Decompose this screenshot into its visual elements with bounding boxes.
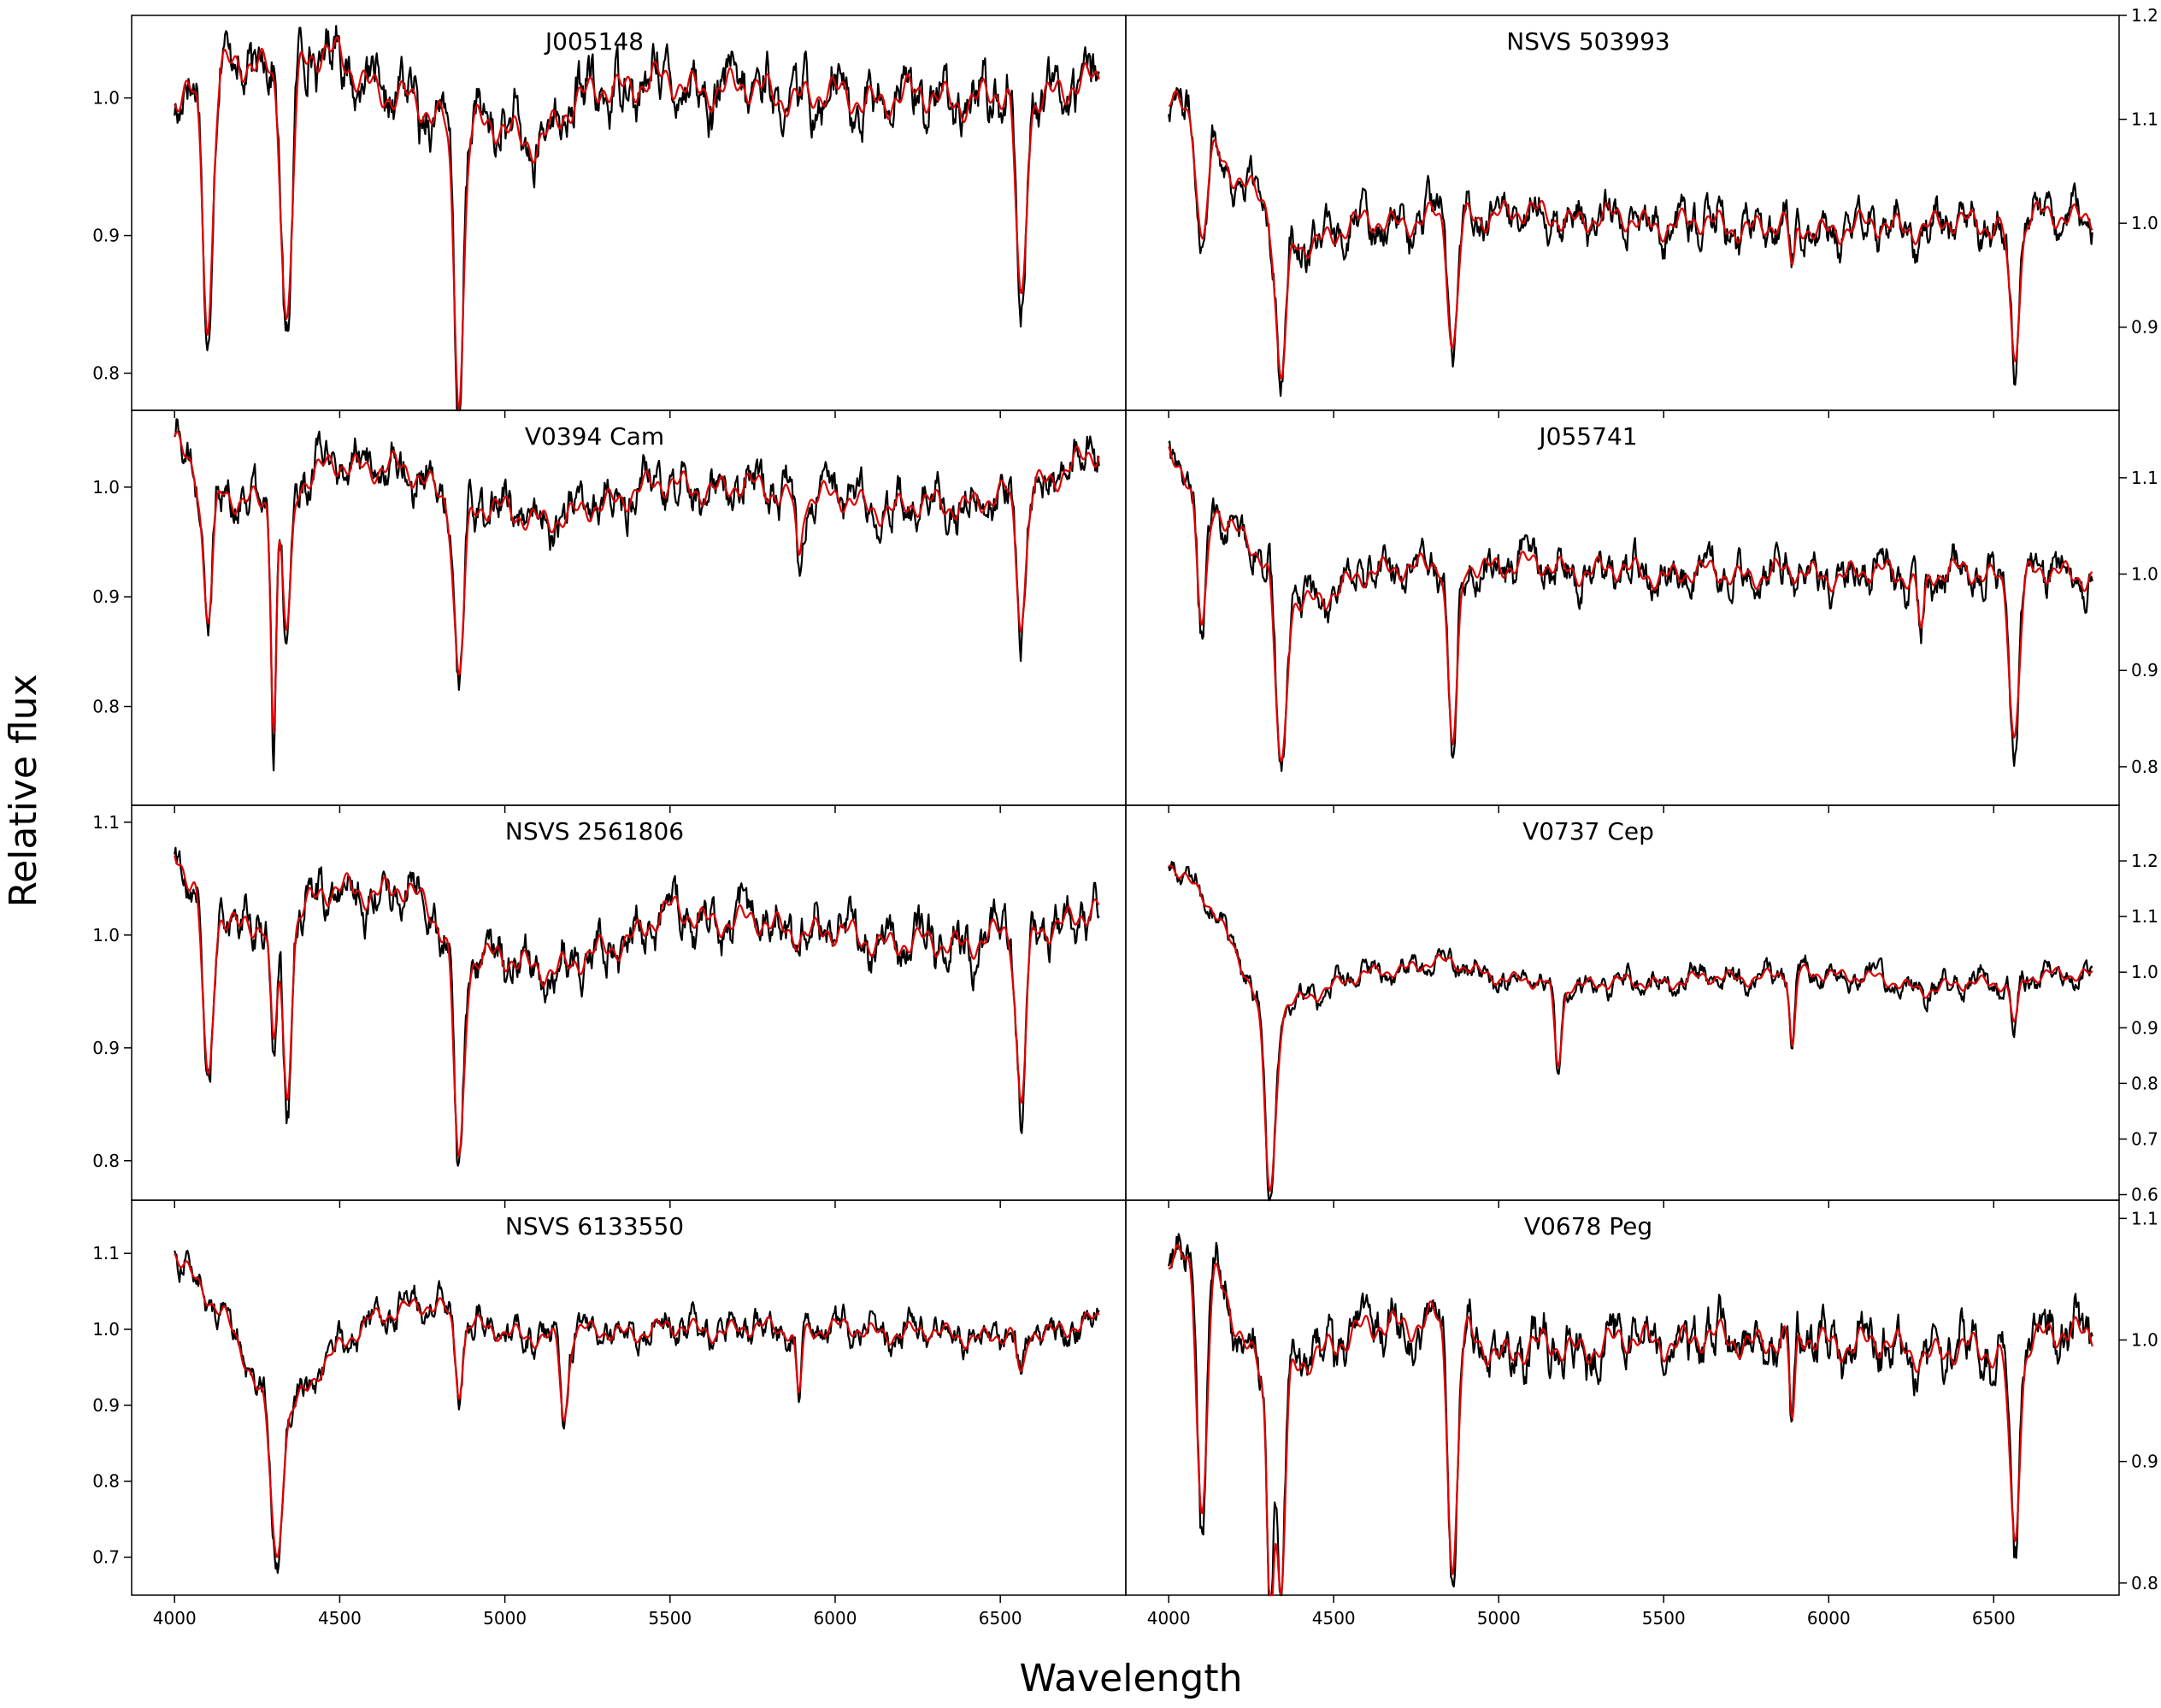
panel-title: NSVS 2561806: [505, 817, 684, 845]
y-tick-label: 0.9: [2131, 317, 2158, 338]
y-tick-label: 0.9: [2131, 1017, 2158, 1038]
y-tick-label: 1.2: [2131, 5, 2158, 26]
y-tick-label: 0.8: [92, 1151, 120, 1171]
y-tick-label: 1.1: [2131, 906, 2158, 927]
y-tick-label: 0.9: [92, 1395, 120, 1416]
y-tick-label: 1.0: [2131, 1329, 2158, 1350]
panel-frame: [131, 409, 1127, 806]
spectrum-panel: 0.8 0.9 1.0 V0394 Cam: [92, 409, 1127, 813]
x-tick-label: 5500: [1642, 1608, 1686, 1628]
y-tick-label: 0.9: [2131, 660, 2158, 680]
y-tick-label: 1.0: [92, 925, 120, 945]
model-spectrum-line: [174, 36, 1100, 410]
observed-spectrum-line: [174, 1249, 1100, 1574]
y-tick-label: 0.8: [92, 363, 120, 384]
x-tick-label: 4500: [1312, 1608, 1356, 1628]
spectrum-panel: 0.8 0.9 1.0 1.1 NSVS 2561806: [92, 804, 1127, 1208]
panel-title: NSVS 503993: [1506, 27, 1669, 56]
model-spectrum-line: [1168, 446, 2093, 763]
panel-title: V0737 Cep: [1522, 817, 1654, 845]
spectrum-panel: 0.8 0.9 1.0 1.1 J055741: [1125, 409, 2158, 813]
y-axis-label: Relative flux: [2, 674, 45, 907]
y-tick-label: 0.8: [2131, 757, 2158, 777]
model-spectrum-line: [1168, 1244, 2093, 1597]
observed-spectrum-line: [1168, 440, 2093, 772]
y-tick-label: 1.1: [2131, 1208, 2158, 1228]
x-tick-label: 6000: [1807, 1608, 1851, 1628]
y-tick-label: 0.8: [2131, 1573, 2158, 1593]
observed-spectrum-line: [1168, 1233, 2093, 1597]
y-tick-label: 1.1: [2131, 109, 2158, 130]
y-tick-label: 0.6: [2131, 1184, 2158, 1204]
y-tick-label: 1.0: [92, 477, 120, 498]
x-tick-label: 6000: [814, 1608, 857, 1628]
spectrum-panel: 0.6 0.7 0.8 0.9 1.0 1.1 1.2 V0737 Cep: [1125, 804, 2158, 1208]
y-tick-label: 1.0: [2131, 213, 2158, 233]
model-spectrum-line: [1169, 864, 2093, 1192]
model-spectrum-line: [174, 1252, 1100, 1558]
panel-title: V0394 Cam: [525, 422, 664, 451]
y-tick-label: 1.0: [2131, 564, 2158, 585]
y-tick-label: 0.8: [2131, 1073, 2158, 1093]
observed-spectrum-line: [174, 418, 1100, 772]
panel-title: V0678 Peg: [1524, 1212, 1652, 1240]
model-spectrum-line: [174, 431, 1100, 734]
panel-title: NSVS 6133550: [505, 1212, 684, 1240]
x-tick-label: 4000: [153, 1608, 197, 1628]
y-tick-label: 1.0: [92, 88, 120, 109]
y-tick-label: 0.8: [92, 697, 120, 717]
y-tick-label: 0.9: [2131, 1452, 2158, 1472]
model-spectrum-line: [1168, 90, 2093, 380]
y-tick-label: 0.9: [92, 1038, 120, 1058]
panel-title: J005148: [544, 27, 644, 56]
observed-spectrum-line: [174, 25, 1100, 412]
y-tick-label: 1.1: [92, 1243, 120, 1263]
y-tick-label: 1.2: [2131, 851, 2158, 871]
y-tick-label: 0.7: [92, 1547, 120, 1568]
panel-title: J055741: [1537, 422, 1637, 451]
x-tick-label: 5000: [1477, 1608, 1521, 1628]
spectrum-panel: 0.9 1.0 1.1 1.2 NSVS 503993: [1125, 5, 2158, 418]
spectrum-panel: 0.7 0.8 0.9 1.0 1.1 4000 4500 5000 5500 6000 6500 N…: [92, 1199, 1127, 1628]
y-tick-label: 0.7: [2131, 1128, 2158, 1149]
x-tick-label: 6500: [979, 1608, 1022, 1628]
y-tick-label: 1.1: [92, 812, 120, 833]
x-tick-label: 6500: [1972, 1608, 2016, 1628]
y-tick-label: 0.9: [92, 586, 120, 607]
spectrum-panel: 0.8 0.9 1.0 J005148: [92, 15, 1127, 418]
x-tick-label: 4000: [1147, 1608, 1191, 1628]
panel-frame: [1125, 409, 2120, 806]
x-tick-label: 5000: [483, 1608, 527, 1628]
y-tick-label: 1.0: [2131, 962, 2158, 982]
y-tick-label: 1.1: [2131, 468, 2158, 488]
x-tick-label: 4500: [318, 1608, 362, 1628]
spectrum-panel: 0.8 0.9 1.0 1.1 4000 4500 5000 5500 6000 6500 V067…: [1125, 1199, 2158, 1628]
y-tick-label: 0.8: [92, 1471, 120, 1492]
y-tick-label: 0.9: [92, 226, 120, 246]
x-axis-label: Wavelength: [1019, 1657, 1242, 1700]
model-spectrum-line: [174, 855, 1100, 1157]
x-tick-label: 5500: [648, 1608, 692, 1628]
observed-spectrum-line: [1168, 861, 2093, 1202]
panel-frame: [1125, 1199, 2120, 1596]
y-tick-label: 1.0: [92, 1319, 120, 1340]
observed-spectrum-line: [1168, 86, 2093, 398]
